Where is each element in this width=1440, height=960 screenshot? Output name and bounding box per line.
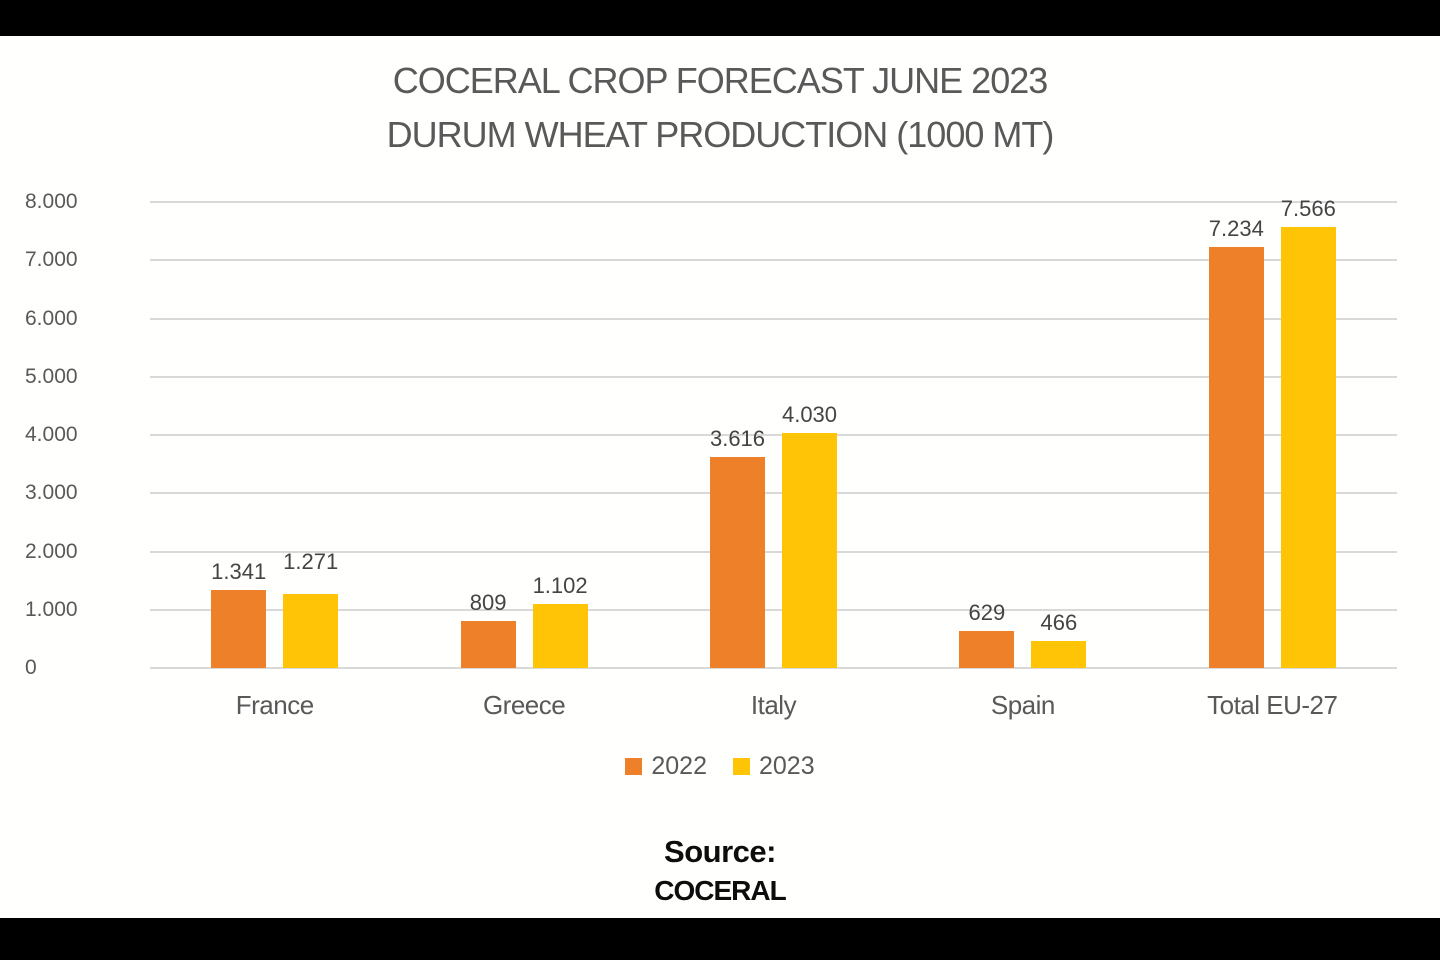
legend-swatch-2022 [625,758,643,775]
legend-item-2023: 2023 [733,752,815,781]
source-note: Source: COCERAL [0,831,1440,909]
plot-area: 1.341 1.271 809 1.102 3.616 4.030 629 466 7.234 7… [150,197,1397,669]
letterbox-bottom [0,918,1440,960]
data-label-2022-greece: 809 [469,589,507,615]
bar-2022-greece [460,620,516,668]
bar-2023-spain [1031,640,1087,668]
gridline-4.000 [150,434,1397,436]
gridline-8.000 [150,201,1397,203]
x-tick-label-total-eu-27: Total EU-27 [1207,690,1338,720]
y-tick-label-1.000: 1.000 [25,597,78,621]
chart-title-line2: DURUM WHEAT PRODUCTION (1000 MT) [386,114,1055,155]
x-tick-label-france: France [235,690,314,720]
y-axis-labels: 0 1.000 2.000 3.000 4.000 5.000 6.000 7.000 8.00… [25,190,135,679]
gridline-6.000 [150,317,1397,320]
gridline-7.000 [150,259,1397,262]
data-label-2023-italy: 4.030 [781,402,838,428]
bar-2023-italy [782,433,837,668]
data-label-2023-greece: 1.102 [532,572,588,598]
y-tick-label-4.000: 4.000 [25,423,78,446]
bar-2023-france [283,593,339,668]
x-axis-labels: France Greece Italy Spain Total EU-27 [150,688,1397,722]
letterbox-top [0,0,1440,36]
gridline-3.000 [150,492,1397,495]
y-tick-label-2.000: 2.000 [25,539,78,563]
legend-label-2023: 2023 [759,752,815,780]
data-label-2022-france: 1.341 [211,558,267,584]
y-tick-label-8.000: 8.000 [25,190,78,213]
source-label: Source: [664,834,776,869]
y-tick-label-7.000: 7.000 [25,248,78,272]
data-label-2023-france: 1.271 [283,548,339,574]
y-tick-label-0: 0 [25,656,37,679]
data-label-2022-italy: 3.616 [709,426,766,452]
chart-title-line1: COCERAL CROP FORECAST JUNE 2023 [392,60,1049,101]
data-label-2023-spain: 466 [1040,609,1078,635]
y-tick-label-6.000: 6.000 [25,306,78,330]
bar-2022-spain [959,631,1015,668]
x-tick-label-spain: Spain [990,690,1056,720]
data-label-2022-total-eu-27: 7.234 [1208,215,1264,241]
bar-2022-france [211,589,267,668]
gridline-2.000 [150,550,1397,553]
source-name: COCERAL [654,875,786,906]
chart-legend: 2022 2023 [0,752,1440,781]
y-tick-label-5.000: 5.000 [25,364,78,388]
data-label-2023-total-eu-27: 7.566 [1280,196,1336,222]
x-tick-label-greece: Greece [482,690,566,720]
bar-2023-greece [532,603,588,668]
chart-image: COCERAL CROP FORECAST JUNE 2023 DURUM WH… [0,36,1440,918]
x-tick-label-italy: Italy [750,690,797,720]
gridline-0 [150,667,1397,669]
y-tick-label-3.000: 3.000 [25,481,78,505]
bar-2023-total-eu-27 [1280,227,1336,668]
chart-title: COCERAL CROP FORECAST JUNE 2023 DURUM WH… [0,54,1440,162]
bar-2022-total-eu-27 [1208,246,1264,668]
gridline-5.000 [150,375,1397,378]
legend-item-2022: 2022 [625,752,707,781]
bar-2022-italy [710,457,765,668]
legend-swatch-2023 [733,758,750,775]
data-label-2022-spain: 629 [968,600,1006,626]
legend-label-2022: 2022 [651,752,707,780]
gridline-1.000 [150,608,1397,611]
